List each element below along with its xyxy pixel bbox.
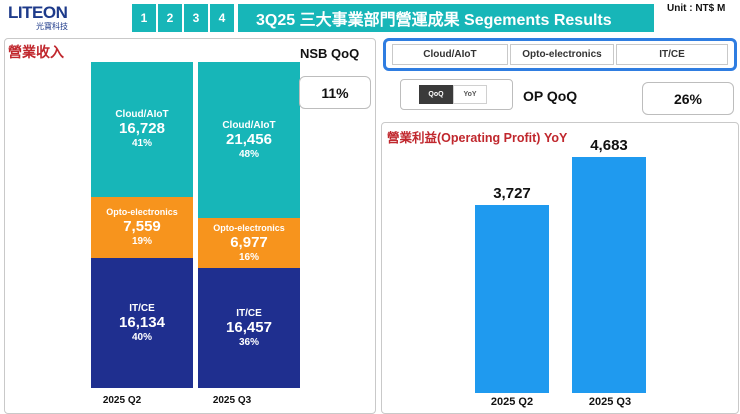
segment-name: Cloud/AIoT [222,119,276,131]
segment-value: 16,728 [119,120,165,138]
op-bar-value-q2: 3,727 [493,185,531,203]
segment-percent: 41% [131,138,152,150]
revenue-bar-it-ce-q2: IT/CE 16,134 40% [91,257,193,388]
page-title: 3Q25 三大事業部門營運成果 Segements Results [238,4,654,32]
revenue-bar-it-ce-q3: IT/CE 16,457 36% [198,268,300,388]
segment-value: 6,977 [230,234,268,252]
operating-profit-panel [381,122,739,414]
qoq-yoy-toggle: QoQ YoY [400,79,513,110]
op-bar-value-q3: 4,683 [590,137,628,155]
segment-percent: 16% [238,252,259,264]
segment-value: 16,134 [119,313,165,331]
segment-name: Opto-electronics [106,207,178,218]
segment-name: IT/CE [129,302,155,314]
op-x-label-q3: 2025 Q3 [588,396,632,408]
op-qoq-value: 26% [642,82,734,115]
segment-value: 16,457 [226,319,272,337]
tab-cloud-aiot[interactable]: Cloud/AIoT [392,44,508,65]
unit-label: Unit : NT$ M [667,3,726,14]
op-x-label-q2: 2025 Q2 [490,396,534,408]
revenue-x-label-q2: 2025 Q2 [102,395,142,406]
tab-it-ce[interactable]: IT/CE [616,44,728,65]
revenue-x-label-q3: 2025 Q3 [212,395,252,406]
toggle-qoq[interactable]: QoQ [419,85,453,104]
page-tab-4[interactable]: 4 [209,4,234,32]
logo-text-on: ON [42,3,68,22]
revenue-bar-cloud-aiot-q3: Cloud/AIoT 21,456 48% [198,62,300,218]
segment-name: IT/CE [236,308,262,320]
page-tab-1[interactable]: 1 [131,4,156,32]
segment-tab-bar: Cloud/AIoT Opto-electronics IT/CE [383,38,737,71]
segment-name: Cloud/AIoT [115,109,169,121]
op-qoq-label: OP QoQ [523,88,578,104]
page-tab-2[interactable]: 2 [157,4,182,32]
revenue-bar-opto-q3: Opto-electronics 6,977 16% [198,217,300,269]
segment-value: 7,559 [123,218,161,236]
revenue-bar-cloud-aiot-q2: Cloud/AIoT 16,728 41% [91,62,193,197]
op-bar-q2 [475,205,549,393]
segment-value: 21,456 [226,130,272,148]
segment-percent: 40% [131,331,152,343]
segment-name: Opto-electronics [213,223,285,234]
tab-opto-electronics[interactable]: Opto-electronics [509,44,615,65]
operating-profit-title: 營業利益(Operating Profit) YoY [387,131,568,145]
revenue-title: 營業收入 [8,44,64,60]
op-bar-q3 [572,157,646,393]
nsb-qoq-label: NSB QoQ [300,46,360,61]
segment-percent: 19% [131,236,152,248]
nsb-qoq-value: 11% [299,76,371,109]
company-logo: LITEON 光寶科技 [8,4,68,36]
segment-percent: 36% [238,337,259,349]
toggle-yoy[interactable]: YoY [453,85,487,104]
logo-subtitle: 光寶科技 [36,22,68,31]
segment-percent: 48% [238,148,259,160]
revenue-bar-opto-q2: Opto-electronics 7,559 19% [91,196,193,258]
logo-text: LITE [8,3,43,22]
page-tab-3[interactable]: 3 [183,4,208,32]
